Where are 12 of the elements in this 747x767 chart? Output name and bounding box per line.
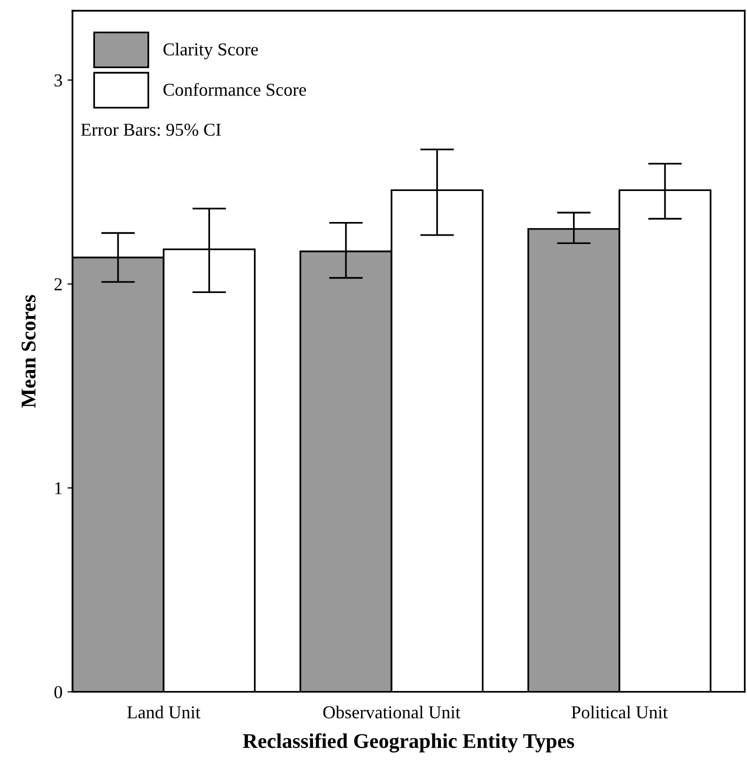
x-tick-label: Land Unit bbox=[127, 706, 200, 718]
legend-label: Conformance Score bbox=[163, 82, 306, 96]
y-tick-label: 1 bbox=[55, 482, 62, 494]
annotation: Error Bars: 95% CI bbox=[81, 124, 221, 136]
x-tick-label: Political Unit bbox=[572, 706, 668, 718]
y-axis-title: Mean Scores bbox=[22, 294, 36, 408]
y-tick-label: 0 bbox=[54, 686, 62, 698]
y-tick-label: 3 bbox=[54, 74, 62, 87]
x-axis-title: Reclassified Geographic Entity Types bbox=[242, 733, 574, 752]
y-tick-label: 2 bbox=[54, 278, 62, 290]
x-tick-label: Observational Unit bbox=[323, 706, 460, 718]
legend-label: Clarity Score bbox=[163, 42, 258, 60]
